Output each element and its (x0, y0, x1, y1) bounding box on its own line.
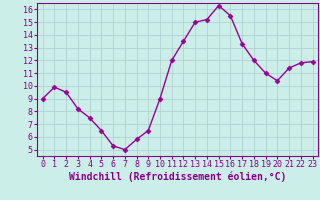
X-axis label: Windchill (Refroidissement éolien,°C): Windchill (Refroidissement éolien,°C) (69, 172, 286, 182)
